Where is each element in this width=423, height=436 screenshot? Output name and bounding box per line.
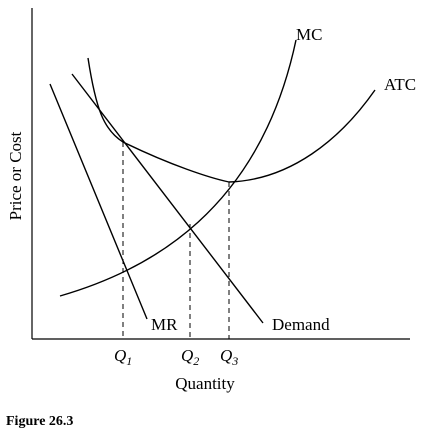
cost-chart: MC ATC Demand MR Q1 Q2 Q3 Quantity Price o…	[6, 8, 416, 393]
demand-curve	[71, 73, 264, 324]
atc-label: ATC	[384, 75, 416, 94]
x-axis-label: Quantity	[175, 374, 235, 393]
q3-label: Q3	[220, 346, 238, 368]
q3-subscript: 3	[231, 354, 238, 368]
q1-subscript: 1	[126, 354, 132, 368]
mc-label: MC	[296, 25, 322, 44]
y-axis-label: Price or Cost	[6, 131, 25, 220]
mr-curve	[49, 83, 148, 320]
q2-label: Q2	[181, 346, 199, 368]
mc-curve	[59, 39, 297, 297]
figure-caption: Figure 26.3	[6, 414, 74, 429]
atc-curve	[87, 57, 376, 183]
mr-label: MR	[151, 315, 178, 334]
q2-subscript: 2	[193, 354, 199, 368]
demand-label: Demand	[272, 315, 330, 334]
q1-label: Q1	[114, 346, 132, 368]
